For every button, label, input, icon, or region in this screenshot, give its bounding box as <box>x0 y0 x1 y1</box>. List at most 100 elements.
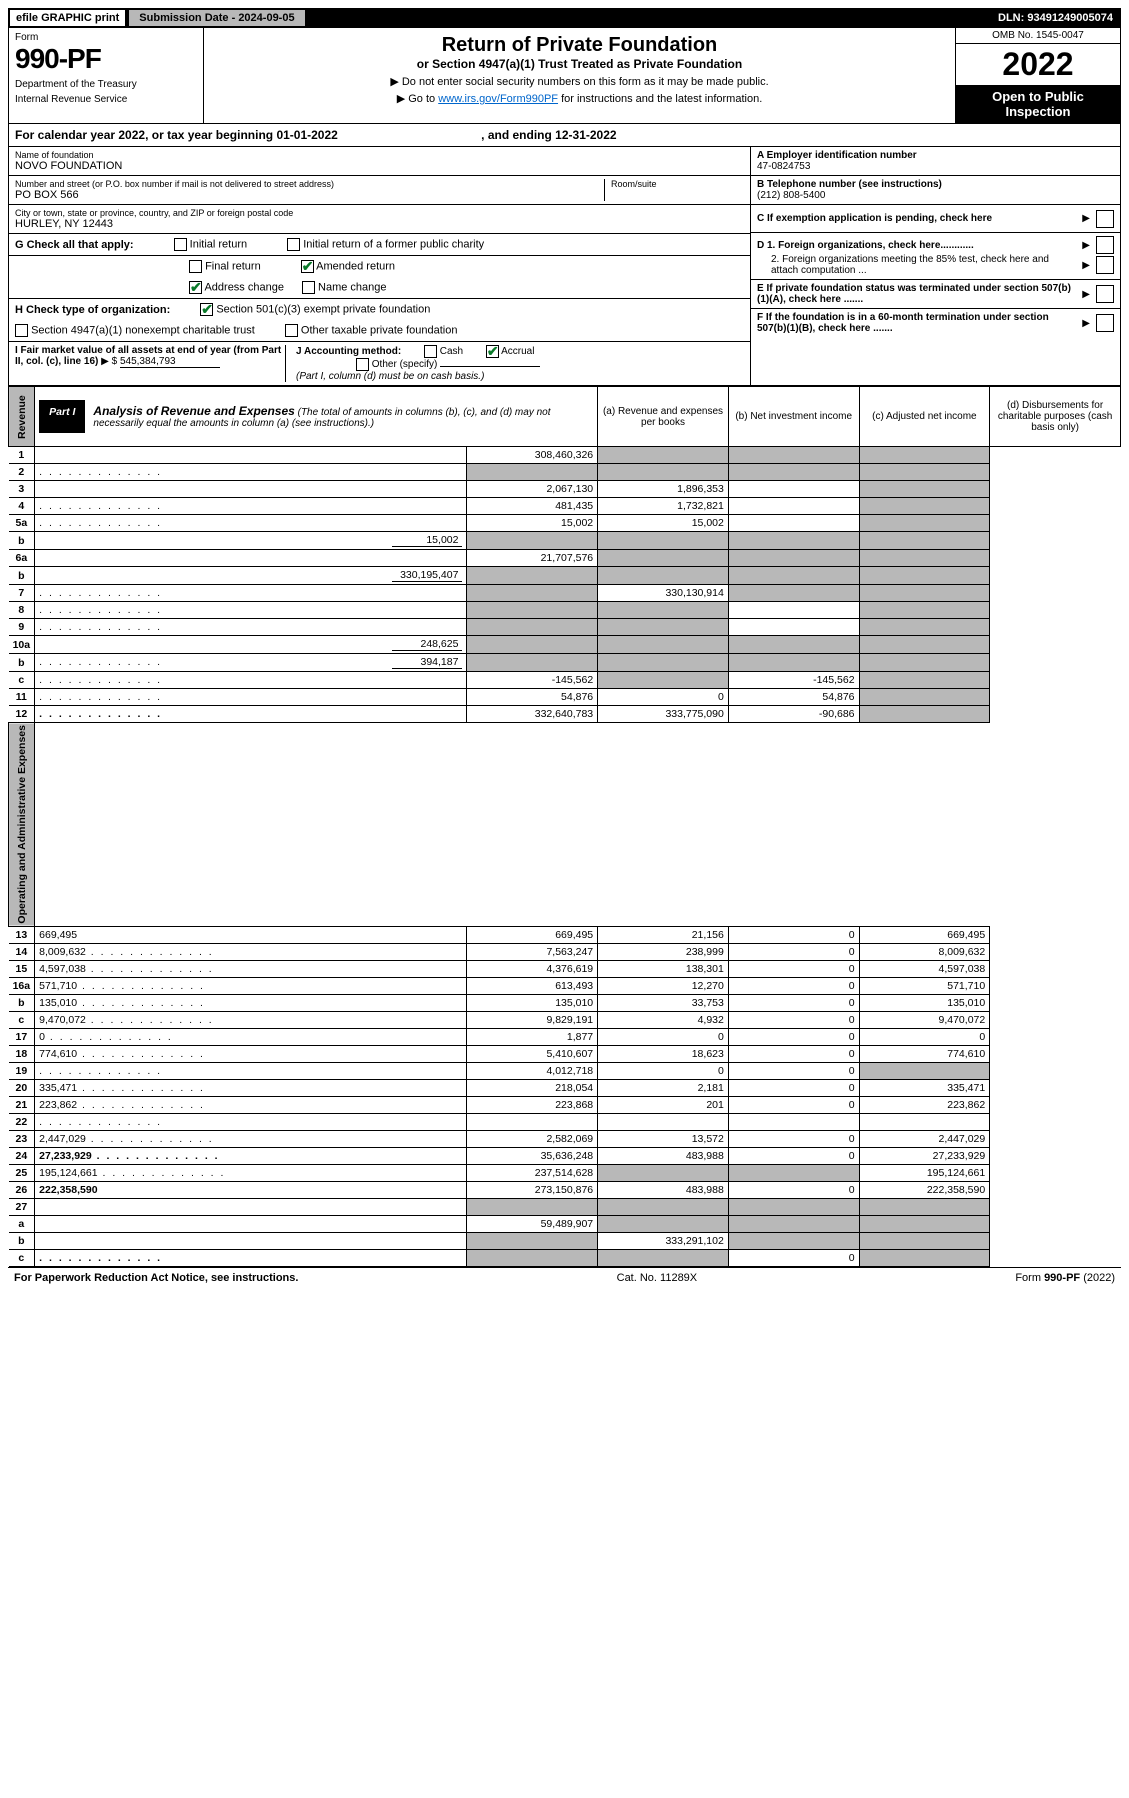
line-number: 7 <box>9 585 35 602</box>
h-4947-checkbox[interactable] <box>15 324 28 337</box>
part1-label: Part I <box>39 400 85 433</box>
col-a-header: (a) Revenue and expenses per books <box>598 387 729 447</box>
col-d-header: (d) Disbursements for charitable purpose… <box>990 387 1121 447</box>
value-cell-a <box>467 619 598 636</box>
value-cell-c <box>728 1232 859 1249</box>
g-name-checkbox[interactable] <box>302 281 315 294</box>
value-cell-a: 9,829,191 <box>467 1011 598 1028</box>
value-cell-a: 7,563,247 <box>467 943 598 960</box>
line-number: b <box>9 994 35 1011</box>
value-cell-b <box>598 602 729 619</box>
j-cash-checkbox[interactable] <box>424 345 437 358</box>
g-initial-former-checkbox[interactable] <box>287 238 300 251</box>
table-row: 5a15,00215,002 <box>9 515 1121 532</box>
line-number: 26 <box>9 1181 35 1198</box>
table-row: 21223,862223,8682010223,862 <box>9 1096 1121 1113</box>
value-cell-a <box>467 654 598 672</box>
table-row: b330,195,407 <box>9 567 1121 585</box>
form-note-2a: ▶ Go to <box>397 93 438 105</box>
efile-label: efile GRAPHIC print <box>10 10 125 26</box>
foundation-addr: PO BOX 566 <box>15 189 604 201</box>
line-number: 23 <box>9 1130 35 1147</box>
table-row: 2 <box>9 464 1121 481</box>
value-cell-b <box>598 1215 729 1232</box>
line-description <box>35 1232 467 1249</box>
value-cell-b: 4,932 <box>598 1011 729 1028</box>
table-row: 1154,876054,876 <box>9 689 1121 706</box>
value-cell-a: 223,868 <box>467 1096 598 1113</box>
line-number: 18 <box>9 1045 35 1062</box>
c-checkbox[interactable] <box>1096 210 1114 228</box>
value-cell-d <box>859 1249 990 1266</box>
value-cell-d <box>859 1215 990 1232</box>
line-description: 27,233,929 <box>35 1147 467 1164</box>
g-addr-checkbox[interactable] <box>189 281 202 294</box>
table-row: b333,291,102 <box>9 1232 1121 1249</box>
line-number: 8 <box>9 602 35 619</box>
omb-number: OMB No. 1545-0047 <box>956 28 1120 44</box>
line-description: 0 <box>35 1028 467 1045</box>
value-cell-b <box>598 654 729 672</box>
value-cell-c: 0 <box>728 1062 859 1079</box>
j-accrual-checkbox[interactable] <box>486 345 499 358</box>
value-cell-a: 21,707,576 <box>467 550 598 567</box>
open-public-label: Open to Public Inspection <box>956 85 1120 123</box>
line-description: 248,625 <box>35 636 467 654</box>
g-final-checkbox[interactable] <box>189 260 202 273</box>
value-cell-c <box>728 1215 859 1232</box>
h-501c3-checkbox[interactable] <box>200 303 213 316</box>
line-number: 15 <box>9 960 35 977</box>
g-initial-checkbox[interactable] <box>174 238 187 251</box>
value-cell-c <box>728 567 859 585</box>
d1-checkbox[interactable] <box>1096 236 1114 254</box>
value-cell-a <box>467 585 598 602</box>
e-label: E If private foundation status was termi… <box>757 283 1076 305</box>
value-cell-b <box>598 447 729 464</box>
line-description: 4,597,038 <box>35 960 467 977</box>
value-cell-d <box>859 636 990 654</box>
line-number: 27 <box>9 1198 35 1215</box>
e-checkbox[interactable] <box>1096 285 1114 303</box>
value-cell-d <box>859 672 990 689</box>
value-cell-b <box>598 532 729 550</box>
form-note-2b: for instructions and the latest informat… <box>558 93 762 105</box>
d2-checkbox[interactable] <box>1096 256 1114 274</box>
part1-table: Revenue Part I Analysis of Revenue and E… <box>8 386 1121 1267</box>
line-number: 2 <box>9 464 35 481</box>
g-amended-checkbox[interactable] <box>301 260 314 273</box>
j-other-checkbox[interactable] <box>356 358 369 371</box>
value-cell-a <box>467 532 598 550</box>
j-accrual: Accrual <box>501 346 534 357</box>
value-cell-a: 613,493 <box>467 977 598 994</box>
line-number: 17 <box>9 1028 35 1045</box>
line-number: c <box>9 1249 35 1266</box>
value-cell-d: 223,862 <box>859 1096 990 1113</box>
footer-center: Cat. No. 11289X <box>617 1272 698 1284</box>
line-description <box>35 550 467 567</box>
line-number: 21 <box>9 1096 35 1113</box>
f-checkbox[interactable] <box>1096 314 1114 332</box>
table-row: 12332,640,783333,775,090-90,686 <box>9 706 1121 723</box>
value-cell-a: 669,495 <box>467 926 598 943</box>
page-footer: For Paperwork Reduction Act Notice, see … <box>8 1267 1121 1288</box>
line-number: 19 <box>9 1062 35 1079</box>
value-cell-a <box>467 567 598 585</box>
table-row: 18774,6105,410,60718,6230774,610 <box>9 1045 1121 1062</box>
line-description: 15,002 <box>35 532 467 550</box>
room-label: Room/suite <box>611 179 744 189</box>
value-cell-c: 0 <box>728 994 859 1011</box>
line-description: 223,862 <box>35 1096 467 1113</box>
h-other-checkbox[interactable] <box>285 324 298 337</box>
line-description <box>35 1249 467 1266</box>
dept-treasury: Department of the Treasury <box>15 79 197 90</box>
line-description: 335,471 <box>35 1079 467 1096</box>
value-cell-a: 237,514,628 <box>467 1164 598 1181</box>
dept-irs: Internal Revenue Service <box>15 94 197 105</box>
line-number: b <box>9 532 35 550</box>
value-cell-d: 0 <box>859 1028 990 1045</box>
table-row: 16a571,710613,49312,2700571,710 <box>9 977 1121 994</box>
value-cell-b <box>598 619 729 636</box>
form-number: 990-PF <box>15 43 197 75</box>
value-cell-b: 330,130,914 <box>598 585 729 602</box>
form-link[interactable]: www.irs.gov/Form990PF <box>438 93 558 105</box>
